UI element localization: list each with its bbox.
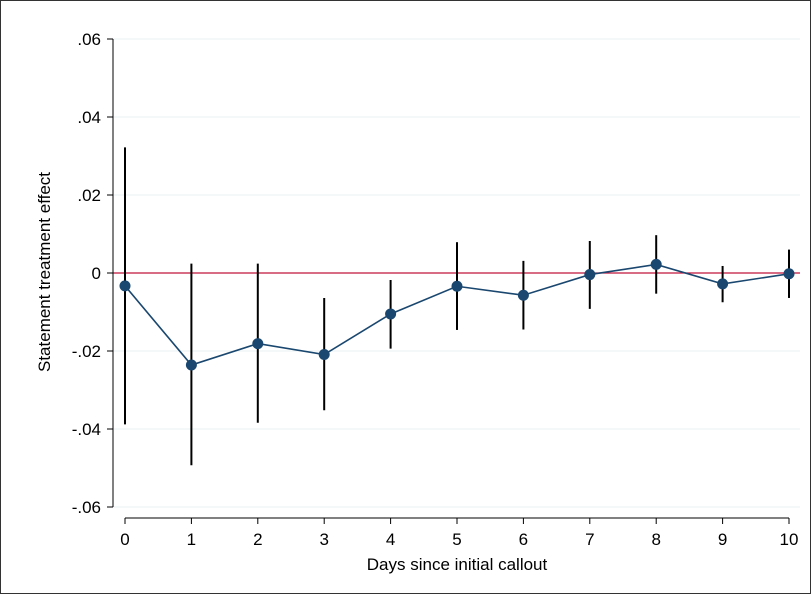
x-tick-label: 0	[120, 530, 129, 549]
y-tick-label: .04	[77, 108, 101, 127]
estimate-point	[185, 359, 197, 371]
y-tick-labels: .06 .04 .02 0 -.02 -.04 -.06	[72, 30, 101, 517]
x-tick-label: 3	[319, 530, 328, 549]
estimate-point	[451, 280, 463, 292]
x-tick-label: 2	[253, 530, 262, 549]
x-tick-label: 10	[780, 530, 799, 549]
axes	[107, 38, 790, 524]
y-axis-title: Statement treatment effect	[35, 172, 54, 372]
x-tick-label: 7	[585, 530, 594, 549]
estimate-point	[119, 280, 131, 292]
point-markers	[119, 258, 795, 371]
x-tick-labels: 0 1 2 3 4 5 6 7 8 9 10	[120, 530, 798, 549]
x-tick-label: 1	[187, 530, 196, 549]
x-tick-label: 4	[386, 530, 395, 549]
y-tick-label: -.02	[72, 342, 101, 361]
y-tick-label: -.04	[72, 420, 101, 439]
x-tick-label: 5	[452, 530, 461, 549]
y-tick-label: -.06	[72, 498, 101, 517]
estimate-point	[318, 349, 330, 361]
estimate-point	[252, 338, 264, 350]
y-tick-label: 0	[92, 264, 101, 283]
estimate-point	[717, 278, 729, 290]
estimate-point	[650, 258, 662, 270]
x-tick-label: 9	[718, 530, 727, 549]
estimate-point	[517, 289, 529, 301]
x-tick-label: 6	[519, 530, 528, 549]
estimate-point	[783, 268, 795, 280]
x-axis-title: Days since initial callout	[367, 555, 548, 574]
estimate-point	[385, 308, 397, 320]
y-tick-label: .06	[77, 30, 101, 49]
y-tick-label: .02	[77, 186, 101, 205]
x-tick-label: 8	[651, 530, 660, 549]
estimate-point	[584, 269, 596, 281]
